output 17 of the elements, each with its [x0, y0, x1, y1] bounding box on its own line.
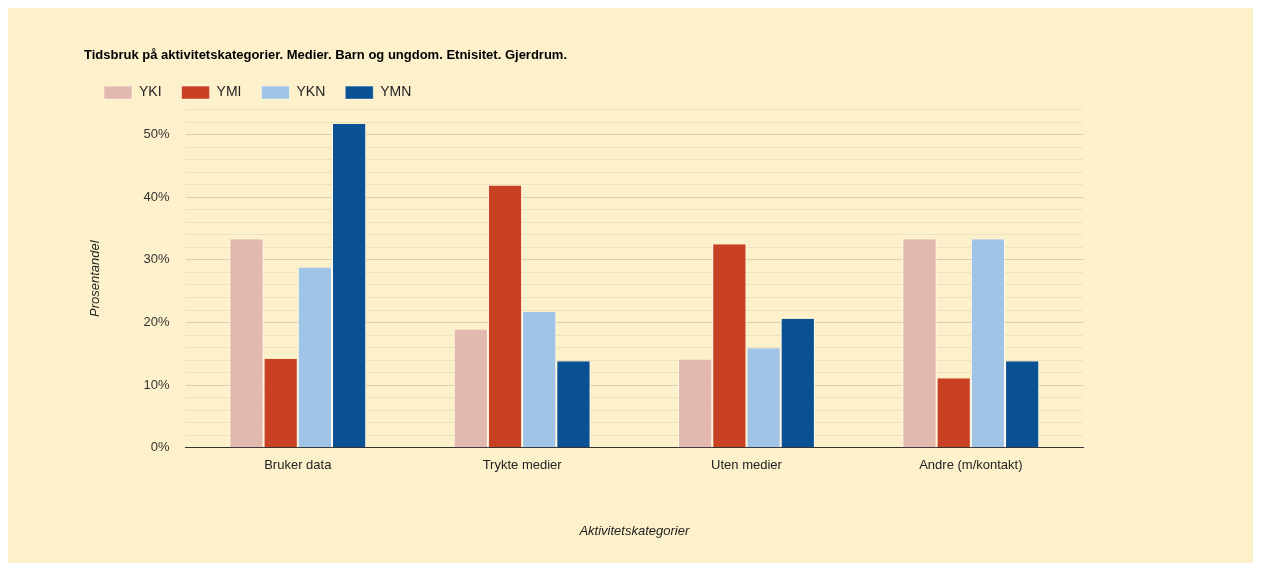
x-axis-title: Aktivitetskategorier — [578, 522, 690, 538]
y-axis-title: Prosentandel — [87, 239, 103, 318]
legend-label: YKN — [296, 83, 326, 100]
y-tick-label: 20% — [143, 314, 171, 330]
y-tick-label: 40% — [143, 188, 171, 204]
legend-label: YKI — [139, 83, 162, 100]
legend-label: YMN — [380, 83, 412, 100]
legend-label: YMI — [216, 83, 242, 100]
y-tick-label: 0% — [150, 439, 171, 455]
y-tick-label: 50% — [143, 126, 171, 142]
x-tick-label: Trykte medier — [482, 457, 563, 473]
y-tick-label: 10% — [143, 376, 171, 392]
x-tick-label: Bruker data — [264, 457, 333, 473]
chart-title: Tidsbruk på aktivitetskategorier. Medier. Barn og ungdom. Etnisitet. Gjerdrum. — [84, 47, 568, 63]
y-tick-label: 30% — [143, 251, 171, 267]
x-tick-label: Uten medier — [711, 457, 783, 473]
x-tick-label: Andre (m/kontakt) — [919, 457, 1023, 473]
